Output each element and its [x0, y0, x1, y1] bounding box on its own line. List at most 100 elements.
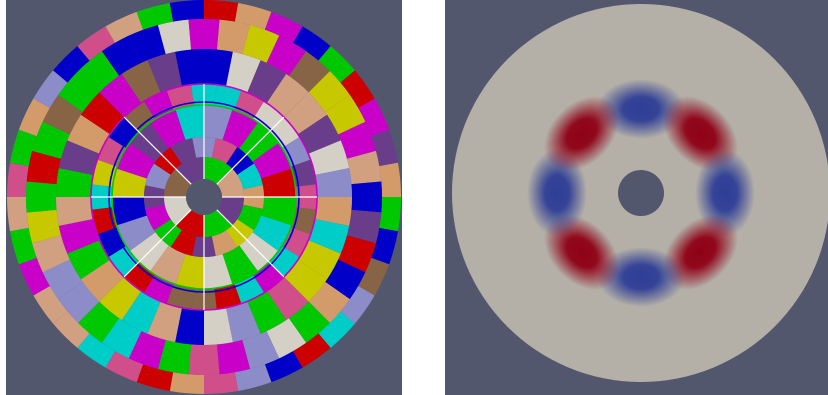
- partition-cell: [318, 311, 355, 348]
- partition-cell: [56, 197, 94, 226]
- partition-cell: [234, 364, 272, 392]
- partition-cell: [222, 245, 259, 285]
- partition-cell: [211, 230, 238, 256]
- partition-cell: [308, 281, 350, 323]
- partition-cell: [25, 181, 57, 213]
- partition-cell: [293, 333, 331, 368]
- partition-boundaries: [90, 83, 318, 311]
- partition-cell: [283, 259, 328, 302]
- partition-cell: [145, 163, 171, 190]
- partition-cell: [175, 307, 204, 345]
- partition-cell: [216, 197, 244, 226]
- partition-cell: [314, 168, 352, 197]
- render-view-field[interactable]: [445, 0, 828, 395]
- partition-cell: [26, 209, 62, 244]
- partition-cell: [288, 51, 330, 93]
- partition-cell: [308, 219, 350, 254]
- partition-cell: [216, 19, 251, 55]
- partition-cell: [346, 209, 382, 244]
- partition-cell: [58, 281, 100, 323]
- partition-cell: [164, 168, 192, 197]
- partition-cell: [42, 94, 83, 135]
- partition-cell: [308, 140, 350, 175]
- partition-canvas: [6, 0, 402, 395]
- partition-cell: [136, 364, 174, 392]
- partition-cell: [67, 114, 111, 154]
- partition-cell: [56, 168, 94, 197]
- radial-boundary: [123, 116, 192, 185]
- partition-cell: [261, 197, 296, 226]
- partition-cell: [105, 11, 144, 43]
- partition-cell: [18, 98, 50, 137]
- partition-cell: [379, 197, 401, 232]
- partition-cell: [297, 114, 341, 154]
- partition-cell: [112, 197, 147, 226]
- radial-boundary: [123, 209, 192, 278]
- partition-cell: [116, 142, 156, 179]
- partition-cell: [204, 105, 233, 140]
- partition-cell: [264, 351, 303, 383]
- partition-cell: [346, 150, 382, 185]
- partition-cell: [9, 129, 37, 167]
- partition-cell: [128, 331, 166, 369]
- partition-cell: [78, 51, 120, 93]
- partition-cell: [226, 51, 261, 93]
- partition-cell: [67, 240, 111, 280]
- partition-cell: [226, 301, 261, 343]
- partition-cell: [379, 162, 401, 197]
- partition-cell: [204, 209, 233, 237]
- partition-cell: [242, 331, 280, 369]
- partition-cell: [204, 254, 233, 289]
- partition-cell: [26, 150, 62, 185]
- partition-cell: [121, 290, 161, 334]
- partition-cell: [33, 70, 68, 108]
- partition-cell: [264, 11, 303, 43]
- partition-cell: [340, 70, 375, 108]
- partition-cell: [33, 286, 68, 324]
- partition-cell: [175, 254, 204, 289]
- partition-cell: [297, 240, 341, 280]
- partition-cell: [175, 105, 204, 140]
- partition-cell: [242, 25, 280, 63]
- partition-cell: [308, 71, 350, 113]
- partition-cell: [252, 215, 292, 252]
- center-hole: [186, 179, 222, 215]
- partition-cell: [18, 257, 50, 296]
- partition-cell: [170, 230, 197, 256]
- partition-cell: [371, 129, 399, 167]
- partition-cell: [112, 168, 147, 197]
- partition-cell: [7, 197, 29, 232]
- partition-cell: [169, 372, 204, 394]
- partition-cell: [53, 311, 90, 348]
- positive-lobe: [543, 95, 620, 172]
- partition-cell: [351, 181, 382, 213]
- partition-cell: [358, 257, 390, 296]
- partition-cell: [222, 109, 259, 149]
- partition-cell: [204, 0, 239, 22]
- partition-cell: [211, 138, 238, 164]
- partition-cell: [116, 215, 156, 252]
- partition-cell: [32, 121, 70, 159]
- partition-cell: [157, 339, 192, 375]
- radial-boundary: [216, 209, 285, 278]
- partition-cell: [80, 259, 125, 302]
- partition-cell: [175, 49, 204, 87]
- partition-cell: [53, 46, 90, 83]
- partition-cell: [99, 73, 142, 118]
- render-view-partitions[interactable]: [6, 0, 402, 395]
- partition-cell: [237, 204, 263, 231]
- partition-cell: [164, 197, 192, 226]
- partition-cell: [293, 26, 331, 61]
- partition-cell: [7, 162, 29, 197]
- partition-cell: [149, 109, 186, 149]
- partition-cell: [9, 227, 37, 265]
- partition-cell: [247, 290, 287, 334]
- partition-cell: [204, 372, 239, 394]
- partition-cell: [80, 92, 125, 135]
- partition-cell: [101, 35, 142, 76]
- partition-cell: [58, 71, 100, 113]
- partition-cell: [216, 339, 251, 375]
- partition-cell: [188, 18, 220, 50]
- partition-cell: [266, 73, 309, 118]
- partition-cell: [247, 60, 287, 104]
